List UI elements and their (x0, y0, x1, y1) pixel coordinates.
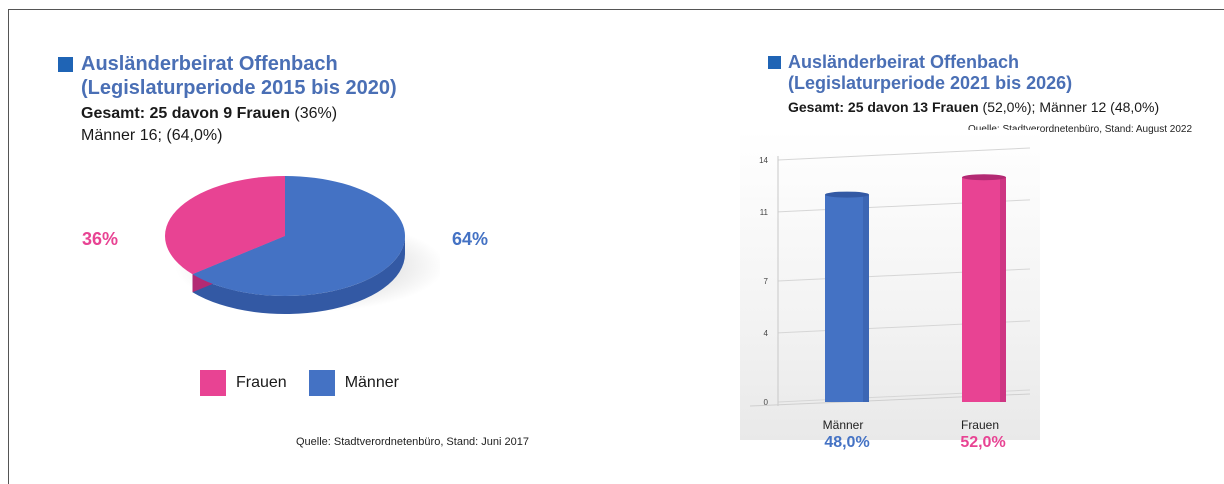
bar-category-frauen: Frauen (960, 418, 1000, 432)
right-title-block: Ausländerbeirat Offenbach (Legislaturper… (768, 52, 1159, 116)
pie-slice-frauen (165, 176, 285, 275)
legend-item-maenner: Männer (308, 370, 399, 396)
pie-label-maenner: 64% (452, 229, 489, 249)
pie-slice-maenner (192, 176, 405, 296)
left-title-block: Ausländerbeirat Offenbach (Legislaturper… (58, 52, 397, 146)
legend-item-frauen: Frauen (200, 370, 287, 396)
pie-legend: Frauen Männer (200, 370, 421, 396)
bar-value-maenner: 48,0% (824, 434, 870, 451)
title-bullet-square (768, 56, 781, 69)
right-source: Quelle: Stadtverordnetenbüro, Stand: Aug… (968, 124, 1193, 135)
bar-frauen-shade (1000, 177, 1006, 402)
left-men-line: Männer 16; (64,0%) (81, 127, 223, 144)
y-tick-label: 7 (764, 277, 769, 286)
title-bullet-square (58, 56, 73, 72)
left-subtitle: (Legislaturperiode 2015 bis 2020) (81, 77, 397, 99)
pie-chart (165, 176, 440, 314)
right-total-bold: Gesamt: 25 davon 13 Frauen (788, 99, 979, 115)
left-source: Quelle: Stadtverordnetenbüro, Stand: Jun… (296, 436, 529, 448)
right-title: Ausländerbeirat Offenbach (788, 52, 1020, 72)
right-total-rest: (52,0%); Männer 12 (48,0%) (978, 99, 1160, 115)
y-tick-label: 0 (764, 398, 769, 407)
y-tick-label: 14 (759, 156, 768, 165)
legend-swatch-maenner (308, 370, 335, 396)
legend-label-frauen: Frauen (236, 374, 287, 391)
bar-chart: 0 4 7 11 14 (749, 147, 1031, 407)
bar-frauen (962, 177, 1006, 402)
y-tick-label: 11 (760, 208, 769, 217)
legend-swatch-frauen (200, 370, 226, 396)
left-total-line: Gesamt: 25 davon 9 Frauen (36%) (58, 104, 397, 124)
gridline (777, 147, 1031, 161)
pie-slice-maenner-side (192, 236, 405, 314)
right-subtitle: (Legislaturperiode 2021 bis 2026) (788, 73, 1073, 93)
legend-label-maenner: Männer (344, 374, 399, 391)
right-total-line: Gesamt: 25 davon 13 Frauen (52,0%); Männ… (768, 98, 1159, 116)
figure-frame (8, 9, 1224, 484)
bar-maenner-shade (863, 194, 869, 402)
left-title: Ausländerbeirat Offenbach (81, 53, 338, 75)
bar-maenner (825, 194, 869, 402)
pie-label-frauen: 36% (82, 229, 119, 249)
bar-value-frauen: 52,0% (960, 434, 1006, 451)
bar-category-maenner: Männer (822, 418, 864, 432)
left-total-bold: Gesamt: 25 davon 9 Frauen (81, 105, 290, 122)
left-total-rest: (36%) (289, 105, 338, 122)
y-tick-label: 4 (764, 329, 769, 338)
bar-maenner-top (825, 191, 869, 198)
bar-frauen-top (962, 174, 1006, 181)
